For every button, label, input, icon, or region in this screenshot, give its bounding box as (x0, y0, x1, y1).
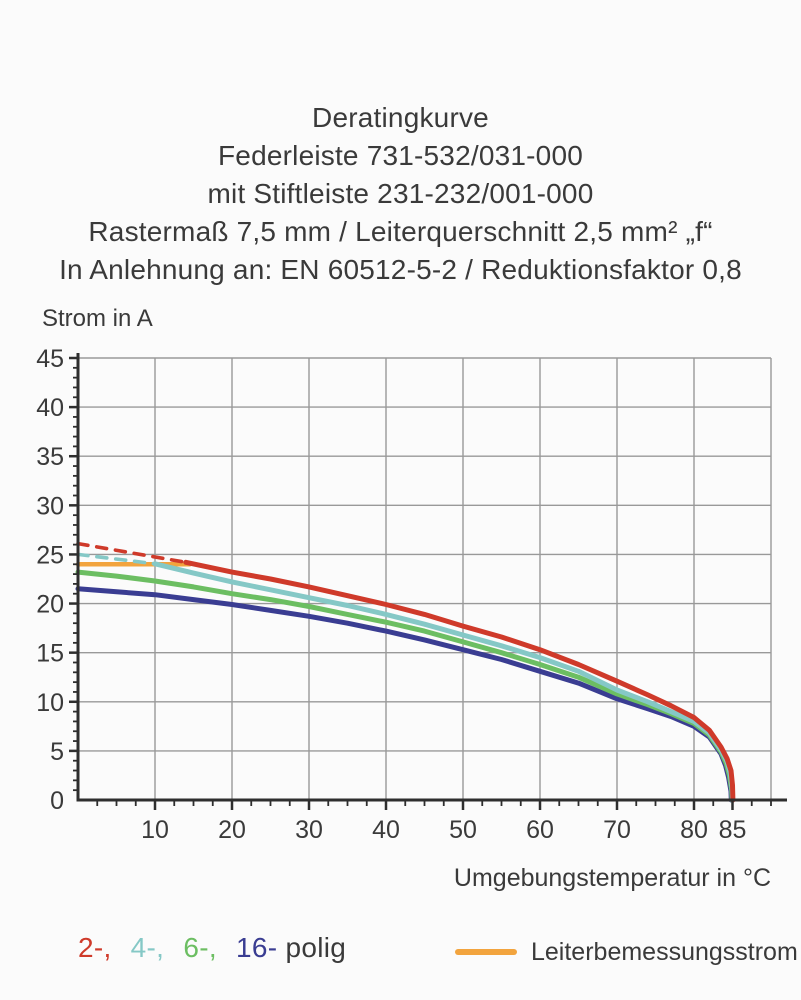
derating-chart: 10 20 30 40 50 60 70 80 85 0 5 10 15 20 25 30 35 40 45 (36, 345, 787, 844)
y-tick-label: 30 (36, 492, 64, 520)
x-tick-label: 60 (526, 816, 554, 844)
x-tick-label: 70 (603, 816, 631, 844)
title-line-3: mit Stiftleiste 231-232/001-000 (207, 178, 594, 209)
y-tick-label: 5 (50, 738, 64, 766)
y-tick-label: 10 (36, 689, 64, 717)
y-tick-label: 15 (36, 640, 64, 668)
title-line-4: Rastermaß 7,5 mm / Leiterquerschnitt 2,5… (88, 216, 713, 247)
title-line-2: Federleiste 731-532/031-000 (218, 140, 583, 171)
rated-current-line-swatch (455, 949, 517, 955)
y-tick-label: 45 (36, 345, 64, 373)
curve-4-polig-dashed (76, 552, 157, 566)
legend-item-4-polig: 4-, (130, 932, 165, 963)
curve-4-polig (152, 561, 735, 803)
y-axis-title: Strom in A (42, 305, 153, 332)
y-tick-label: 20 (36, 591, 64, 619)
x-tick-label: 30 (295, 816, 323, 844)
legend-rated-current: Leiterbemessungsstrom (455, 932, 798, 972)
y-tick-label: 35 (36, 443, 64, 471)
x-tick-label: 50 (449, 816, 477, 844)
x-tick-label: 80 (680, 816, 708, 844)
y-tick-label: 0 (50, 787, 64, 815)
legend-item-polig-suffix: polig (285, 932, 347, 963)
x-tick-label: 85 (719, 816, 747, 844)
rated-current-label: Leiterbemessungsstrom (531, 937, 798, 966)
title-line-1: Deratingkurve (312, 102, 489, 133)
chart-title-block: Deratingkurve Federleiste 731-532/031-00… (0, 99, 801, 289)
curve-2-polig (183, 559, 736, 803)
y-tick-label: 25 (36, 541, 64, 569)
x-axis-title: Umgebungstemperatur in °C (453, 864, 771, 892)
legend-pole-counts: 2-, 4-, 6-, 16- polig (78, 932, 346, 964)
legend-item-6-polig: 6-, (183, 932, 217, 963)
title-line-5: In Anlehnung an: EN 60512-5-2 / Reduktio… (59, 254, 742, 285)
legend-item-2-polig: 2-, (78, 932, 112, 963)
y-tick-label: 40 (36, 394, 64, 422)
x-tick-label: 10 (141, 816, 169, 844)
x-tick-label: 20 (218, 816, 246, 844)
curve-2-polig-dashed (76, 541, 188, 565)
x-tick-label: 40 (372, 816, 400, 844)
legend-item-16-polig: 16- (236, 932, 278, 963)
